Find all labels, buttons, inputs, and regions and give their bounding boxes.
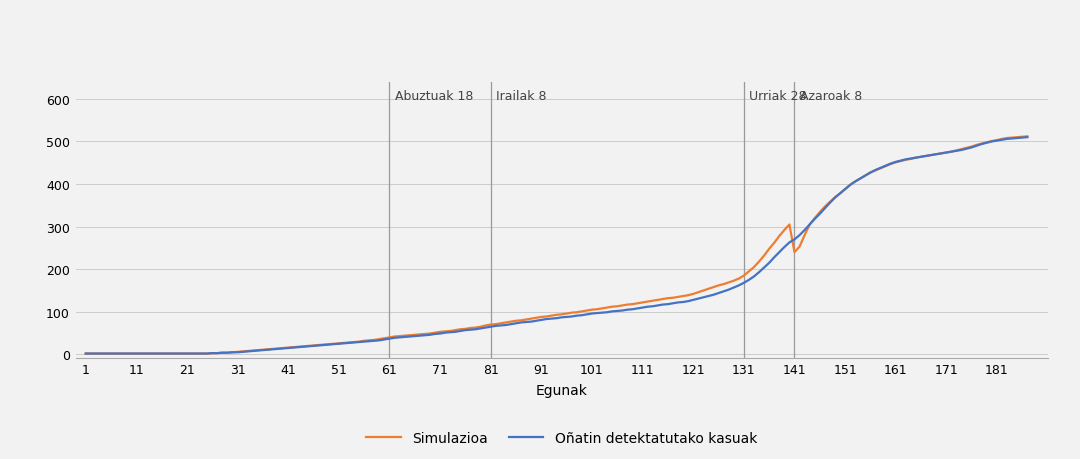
Oñatin detektatutako kasuak	[1021, 135, 1034, 140]
Oñatin detektatutako kasuak	[79, 351, 92, 357]
Simulazioa	[1021, 134, 1034, 140]
Simulazioa	[697, 288, 710, 294]
Oñatin detektatutako kasuak	[114, 351, 127, 357]
Text: Irailak 8: Irailak 8	[496, 90, 546, 103]
Simulazioa	[282, 345, 295, 351]
Oñatin detektatutako kasuak	[282, 346, 295, 351]
Legend: Simulazioa, Oñatin detektatutako kasuak: Simulazioa, Oñatin detektatutako kasuak	[361, 425, 762, 451]
Simulazioa	[838, 187, 851, 192]
Oñatin detektatutako kasuak	[838, 187, 851, 192]
Simulazioa	[79, 351, 92, 357]
Simulazioa	[849, 179, 862, 185]
Line: Simulazioa: Simulazioa	[85, 137, 1027, 354]
Oñatin detektatutako kasuak	[535, 318, 548, 323]
Simulazioa	[114, 351, 127, 357]
X-axis label: Egunak: Egunak	[536, 383, 588, 397]
Line: Oñatin detektatutako kasuak: Oñatin detektatutako kasuak	[85, 138, 1027, 354]
Text: Azaroak 8: Azaroak 8	[799, 90, 862, 103]
Text: Abuztuak 18: Abuztuak 18	[394, 90, 473, 103]
Oñatin detektatutako kasuak	[697, 295, 710, 301]
Oñatin detektatutako kasuak	[849, 179, 862, 185]
Text: Urriak 28: Urriak 28	[748, 90, 807, 103]
Simulazioa	[535, 314, 548, 320]
